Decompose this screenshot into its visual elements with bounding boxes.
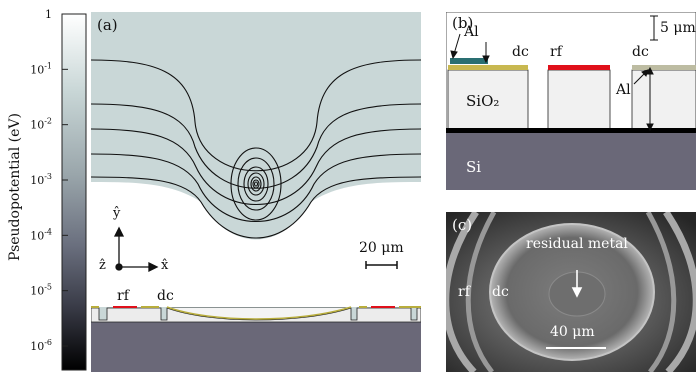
panel-a: (a) ŷ ẑ x̂ 20 μm rf dc <box>90 12 422 372</box>
label-dc-left: dc <box>512 44 529 60</box>
scalebar-b-label: 5 μm <box>660 20 696 36</box>
panel-b: (b) Al dc rf dc Al 5 μm SiO₂ Si <box>445 11 696 191</box>
scalebar-a-label: 20 μm <box>359 240 404 256</box>
sio2-block-right <box>631 69 696 133</box>
axis-x-label: x̂ <box>161 258 169 273</box>
colorbar-tick-label: 10-2 <box>30 117 52 132</box>
si-substrate <box>446 133 696 190</box>
colorbar-svg: 1 10-1 10-2 10-3 10-4 10-5 10-6 <box>30 8 87 371</box>
label-al-right: Al <box>616 82 631 98</box>
colorbar-tick-label: 1 <box>45 8 52 21</box>
colorbar-tick-label: 10-4 <box>30 227 52 242</box>
label-dc-c: dc <box>492 284 509 300</box>
label-rf-c: rf <box>458 284 470 300</box>
colorbar-tick-label: 10-3 <box>30 172 52 187</box>
field-free-region <box>91 182 421 307</box>
label-rf: rf <box>550 44 562 60</box>
label-al-top: Al <box>464 24 479 40</box>
sio2-block-mid <box>547 69 611 133</box>
axis-z-label: ẑ <box>99 258 106 273</box>
electrode-rf-label: rf <box>117 288 129 304</box>
panel-b-svg <box>445 11 696 191</box>
contour-lines <box>90 59 422 239</box>
label-dc-right: dc <box>632 44 649 60</box>
panel-c-label: (c) <box>452 216 473 234</box>
axis-arrows <box>113 226 159 273</box>
scalebar-c-label: 40 μm <box>550 324 595 340</box>
colorbar-tick-label: 10-5 <box>30 283 52 298</box>
label-si: Si <box>466 158 482 176</box>
panel-c-svg <box>442 210 696 375</box>
residual-metal-label: residual metal <box>526 236 628 252</box>
label-sio2: SiO₂ <box>466 92 500 110</box>
electrode-dc-label: dc <box>157 288 174 304</box>
panel-b-label: (b) <box>452 14 474 32</box>
substrate <box>91 320 421 372</box>
panel-a-svg <box>90 12 422 372</box>
colorbar-axis-label: Pseudopotential (eV) <box>7 113 23 261</box>
colorbar-tick-label: 10-1 <box>30 61 52 76</box>
colorbar: 1 10-1 10-2 10-3 10-4 10-5 10-6 Pseudopotentia… <box>0 0 96 372</box>
colorbar-gradient <box>61 13 87 371</box>
colorbar-tick-label: 10-6 <box>30 338 52 353</box>
panel-a-label: (a) <box>97 16 118 34</box>
panel-c: (c) residual metal rf dc 40 μm <box>442 210 696 375</box>
axis-y-label: ŷ <box>113 206 121 221</box>
